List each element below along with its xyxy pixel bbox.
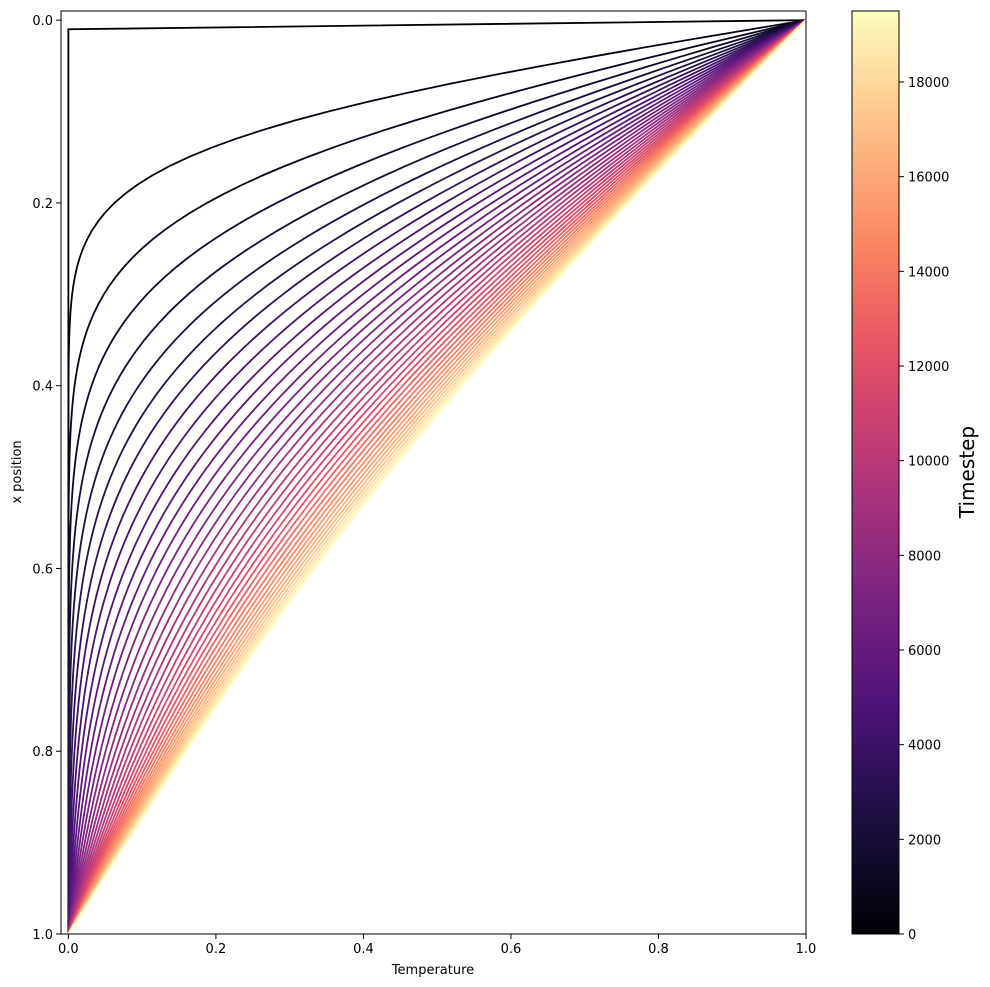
colorbar-frame bbox=[851, 10, 900, 935]
series-line-t8000 bbox=[67, 19, 806, 934]
y-axis-ticks: 0.0 0.2 0.4 0.6 0.8 1.0 bbox=[32, 14, 61, 943]
series-line-t1000 bbox=[67, 19, 806, 934]
series-line-t7500 bbox=[67, 19, 806, 934]
y-tick-label: 0.6 bbox=[32, 562, 53, 577]
y-tick-label: 1.0 bbox=[32, 928, 53, 943]
colorbar-tick-label: 2000 bbox=[908, 833, 941, 848]
y-tick-label: 0.8 bbox=[32, 745, 53, 760]
colorbar-label: Timestep bbox=[955, 426, 979, 519]
series-line-t17500 bbox=[67, 19, 806, 934]
x-axis-label: Temperature bbox=[391, 963, 474, 978]
y-axis-label: x position bbox=[10, 440, 25, 503]
series-line-t15500 bbox=[67, 19, 806, 934]
series-line-t11500 bbox=[67, 19, 806, 934]
series-line-t16500 bbox=[67, 19, 806, 934]
colorbar-tick-label: 16000 bbox=[908, 171, 949, 186]
colorbar-tick-label: 6000 bbox=[908, 644, 941, 659]
series-line-t12500 bbox=[67, 19, 806, 934]
series-line-t5000 bbox=[67, 19, 806, 934]
series-line-t13500 bbox=[67, 19, 806, 934]
series-line-t500 bbox=[67, 19, 806, 934]
series-line-t12000 bbox=[67, 19, 806, 934]
series-line-t6000 bbox=[67, 19, 806, 934]
series-line-t4000 bbox=[67, 19, 806, 934]
series-curves bbox=[67, 19, 806, 934]
series-line-t4500 bbox=[67, 19, 806, 934]
series-line-t9000 bbox=[67, 19, 806, 934]
colorbar-tick-label: 8000 bbox=[908, 549, 941, 564]
y-tick-label: 0.2 bbox=[32, 197, 53, 212]
x-tick-label: 0.0 bbox=[58, 942, 79, 957]
x-tick-label: 0.6 bbox=[501, 942, 522, 957]
colorbar-tick-label: 18000 bbox=[908, 76, 949, 91]
colorbar-tick-label: 10000 bbox=[908, 455, 949, 470]
x-tick-label: 0.4 bbox=[353, 942, 374, 957]
series-line-t19500 bbox=[67, 19, 806, 934]
series-line-t14000 bbox=[67, 19, 806, 934]
series-line-t5500 bbox=[67, 19, 806, 934]
x-axis-ticks: 0.0 0.2 0.4 0.6 0.8 1.0 bbox=[58, 934, 816, 957]
series-line-t2000 bbox=[67, 19, 806, 934]
x-tick-label: 1.0 bbox=[796, 942, 817, 957]
series-line-t6500 bbox=[67, 19, 806, 934]
series-line-t19000 bbox=[67, 19, 806, 934]
series-line-t1500 bbox=[67, 19, 806, 934]
x-tick-label: 0.2 bbox=[206, 942, 227, 957]
series-line-t18000 bbox=[67, 19, 806, 934]
series-line-t14500 bbox=[67, 19, 806, 934]
series-line-t15000 bbox=[67, 19, 806, 934]
colorbar-tick-label: 4000 bbox=[908, 739, 941, 754]
series-line-t2500 bbox=[67, 19, 806, 934]
series-line-t10500 bbox=[67, 19, 806, 934]
series-line-t17000 bbox=[67, 19, 806, 934]
x-tick-label: 0.8 bbox=[648, 942, 669, 957]
series-line-t8500 bbox=[67, 19, 806, 934]
series-line-t10000 bbox=[67, 19, 806, 934]
y-tick-label: 0.0 bbox=[32, 14, 53, 29]
series-line-t0 bbox=[67, 19, 806, 934]
series-line-t18500 bbox=[67, 19, 806, 934]
colorbar-tick-label: 0 bbox=[908, 928, 916, 943]
series-line-t3500 bbox=[67, 19, 806, 934]
series-line-t13000 bbox=[67, 19, 806, 934]
plot-frame bbox=[60, 10, 807, 935]
series-line-t11000 bbox=[67, 19, 806, 934]
colorbar bbox=[852, 11, 899, 934]
series-line-t16000 bbox=[67, 19, 806, 934]
y-tick-label: 0.4 bbox=[32, 380, 53, 395]
series-line-t9500 bbox=[67, 19, 806, 934]
colorbar-tick-label: 12000 bbox=[908, 360, 949, 375]
colorbar-ticks: 0 2000 4000 6000 8000 10000 12000 14000 16000 180… bbox=[899, 76, 949, 943]
series-line-t3000 bbox=[67, 19, 806, 934]
colorbar-tick-label: 14000 bbox=[908, 265, 949, 280]
series-line-t7000 bbox=[67, 19, 806, 934]
